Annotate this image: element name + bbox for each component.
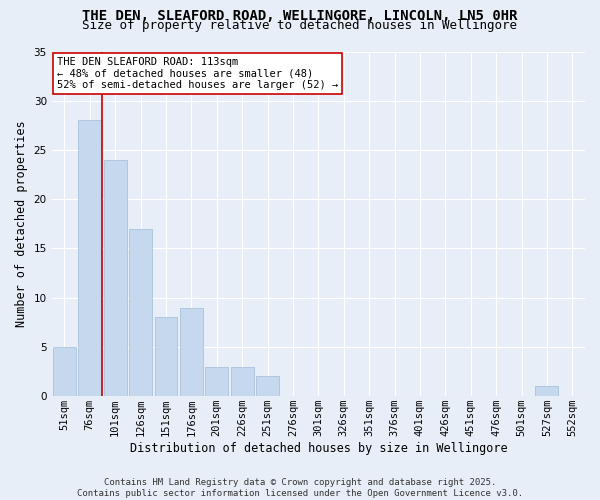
X-axis label: Distribution of detached houses by size in Wellingore: Distribution of detached houses by size … (130, 442, 507, 455)
Bar (79, 120, 101, 396)
Bar (535, 386, 559, 396)
Bar (129, 229, 152, 396)
Text: Size of property relative to detached houses in Wellingore: Size of property relative to detached ho… (83, 19, 517, 32)
Text: THE DEN, SLEAFORD ROAD, WELLINGORE, LINCOLN, LN5 0HR: THE DEN, SLEAFORD ROAD, WELLINGORE, LINC… (82, 9, 518, 23)
Bar (155, 318, 178, 396)
Bar (180, 308, 203, 396)
Bar (256, 376, 279, 396)
Text: THE DEN SLEAFORD ROAD: 113sqm
← 48% of detached houses are smaller (48)
52% of s: THE DEN SLEAFORD ROAD: 113sqm ← 48% of d… (57, 56, 338, 90)
Bar (205, 366, 228, 396)
Bar (104, 160, 127, 396)
Text: Contains HM Land Registry data © Crown copyright and database right 2025.
Contai: Contains HM Land Registry data © Crown c… (77, 478, 523, 498)
Bar (53, 347, 76, 396)
Bar (231, 366, 254, 396)
Y-axis label: Number of detached properties: Number of detached properties (15, 120, 28, 327)
